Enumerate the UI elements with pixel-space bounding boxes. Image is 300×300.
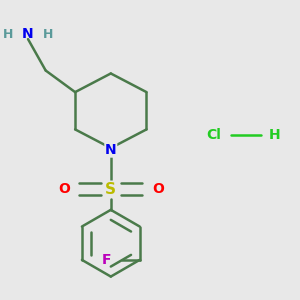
Text: N: N: [105, 143, 117, 157]
Text: N: N: [22, 27, 34, 41]
Text: S: S: [105, 182, 116, 197]
Text: F: F: [102, 253, 111, 267]
Text: O: O: [58, 182, 70, 196]
Text: H: H: [3, 28, 14, 41]
Text: Cl: Cl: [206, 128, 221, 142]
Text: H: H: [43, 28, 53, 41]
Text: O: O: [152, 182, 164, 196]
Text: H: H: [269, 128, 280, 142]
